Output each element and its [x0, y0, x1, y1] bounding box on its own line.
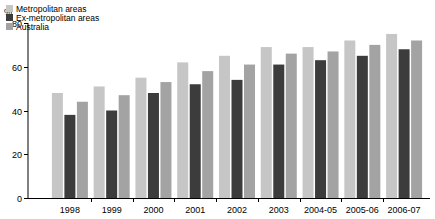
bar: [399, 49, 410, 198]
y-tick-label: 60: [12, 63, 22, 73]
x-tick: [300, 198, 301, 202]
bar: [369, 45, 380, 198]
bar: [315, 60, 326, 198]
x-tick-label: 2004-05: [304, 205, 337, 215]
bar: [244, 65, 255, 198]
bar: [261, 47, 272, 198]
bar: [303, 47, 314, 198]
y-tick: [24, 111, 28, 112]
x-tick-label: 2005-06: [346, 205, 379, 215]
bar: [160, 82, 171, 198]
bar: [219, 56, 230, 198]
x-tick-label: 2003: [269, 205, 289, 215]
bar: [52, 93, 63, 198]
bar: [77, 102, 88, 198]
bar: [106, 111, 117, 199]
x-tick: [258, 198, 259, 202]
y-tick: [24, 154, 28, 155]
legend-swatch: [6, 14, 13, 21]
y-axis: [28, 23, 29, 198]
x-tick-label: 2000: [143, 205, 163, 215]
y-tick: [24, 67, 28, 68]
x-tick: [383, 198, 384, 202]
bar: [273, 65, 284, 198]
bar: [344, 41, 355, 199]
x-tick-label: 1998: [60, 205, 80, 215]
bar: [94, 86, 105, 198]
bar: [148, 93, 159, 198]
y-tick: [24, 198, 28, 199]
bar: [177, 62, 188, 198]
x-tick: [216, 198, 217, 202]
bar: [64, 115, 75, 198]
chart: %0204060801998199920002001200220032004-0…: [0, 0, 435, 219]
bar: [386, 34, 397, 198]
bar: [411, 41, 422, 199]
x-tick: [133, 198, 134, 202]
bar: [286, 54, 297, 198]
x-tick: [174, 198, 175, 202]
x-tick-label: 1999: [102, 205, 122, 215]
x-tick-label: 2006-07: [388, 205, 421, 215]
x-tick: [91, 198, 92, 202]
bar: [135, 78, 146, 198]
bars: [52, 34, 422, 198]
bar: [357, 56, 368, 198]
legend-swatch: [6, 23, 13, 30]
bar: [190, 84, 201, 198]
legend-swatch: [6, 5, 13, 12]
y-tick-label: 40: [12, 107, 22, 117]
bar: [328, 51, 339, 198]
x-tick-label: 2001: [185, 205, 205, 215]
bar: [232, 80, 243, 198]
x-tick-label: 2002: [227, 205, 247, 215]
bar: [202, 71, 213, 198]
y-tick-label: 20: [12, 150, 22, 160]
legend-label: Australia: [16, 22, 49, 32]
bar: [119, 95, 130, 198]
x-axis: [28, 198, 430, 199]
legend: Metropolitan areasEx-metropolitan areasA…: [6, 4, 99, 32]
x-tick: [341, 198, 342, 202]
y-tick-label: 0: [17, 194, 22, 204]
